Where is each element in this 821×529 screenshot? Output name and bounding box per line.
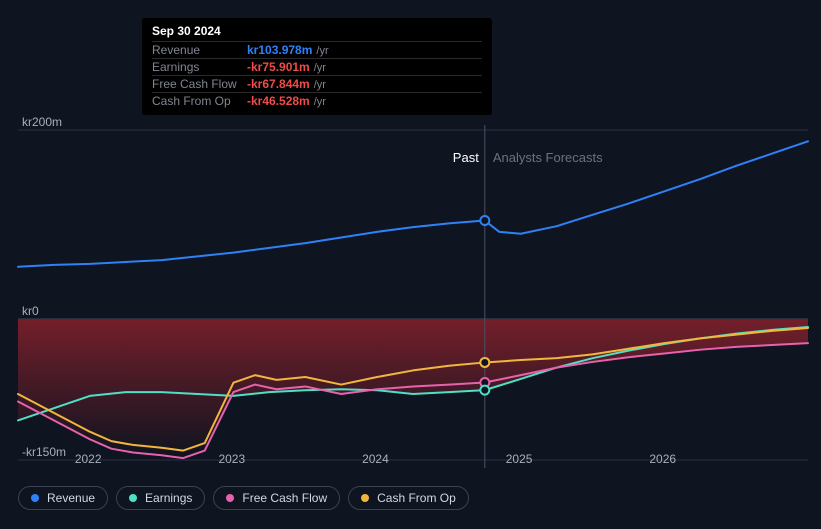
y-axis-tick-label: kr0 — [22, 304, 39, 318]
tooltip-row-value: -kr46.528m — [247, 94, 310, 108]
tooltip-row-label: Cash From Op — [152, 94, 247, 108]
x-axis-tick-label: 2026 — [649, 452, 676, 466]
legend-item-fcf[interactable]: Free Cash Flow — [213, 486, 340, 510]
chart-legend: Revenue Earnings Free Cash Flow Cash From O… — [18, 486, 469, 510]
tooltip-row: Free Cash Flow-kr67.844m/yr — [152, 75, 482, 92]
tooltip-row-suffix: /yr — [314, 79, 326, 91]
legend-item-label: Revenue — [47, 491, 95, 505]
legend-item-earnings[interactable]: Earnings — [116, 486, 205, 510]
tooltip-row-value: -kr75.901m — [247, 60, 310, 74]
x-axis-tick-label: 2025 — [506, 452, 533, 466]
tooltip-row-label: Free Cash Flow — [152, 77, 247, 91]
x-axis-tick-label: 2022 — [75, 452, 102, 466]
legend-item-revenue[interactable]: Revenue — [18, 486, 108, 510]
legend-item-label: Free Cash Flow — [242, 491, 327, 505]
section-label-forecast: Analysts Forecasts — [493, 150, 603, 165]
tooltip-row-suffix: /yr — [316, 45, 328, 57]
legend-item-label: Earnings — [145, 491, 192, 505]
section-label-past: Past — [18, 150, 479, 165]
y-axis-tick-label: -kr150m — [22, 445, 66, 459]
y-axis-tick-label: kr200m — [22, 115, 62, 129]
tooltip-row-value: kr103.978m — [247, 43, 312, 57]
tooltip-row: Earnings-kr75.901m/yr — [152, 58, 482, 75]
legend-dot-icon — [361, 494, 369, 502]
tooltip-row-label: Earnings — [152, 60, 247, 74]
tooltip-date: Sep 30 2024 — [152, 24, 482, 41]
tooltip-row: Cash From Op-kr46.528m/yr — [152, 92, 482, 109]
tooltip-row: Revenuekr103.978m/yr — [152, 41, 482, 58]
financial-chart: Past Analysts Forecasts kr200m kr0 -kr150m… — [0, 0, 821, 524]
chart-tooltip: Sep 30 2024 Revenuekr103.978m/yrEarnings… — [142, 18, 492, 115]
legend-dot-icon — [129, 494, 137, 502]
legend-dot-icon — [226, 494, 234, 502]
legend-item-label: Cash From Op — [377, 491, 456, 505]
x-axis-tick-label: 2024 — [362, 452, 389, 466]
legend-item-cfo[interactable]: Cash From Op — [348, 486, 469, 510]
tooltip-row-label: Revenue — [152, 43, 247, 57]
tooltip-row-suffix: /yr — [314, 96, 326, 108]
legend-dot-icon — [31, 494, 39, 502]
x-axis-tick-label: 2023 — [218, 452, 245, 466]
tooltip-row-suffix: /yr — [314, 62, 326, 74]
tooltip-row-value: -kr67.844m — [247, 77, 310, 91]
